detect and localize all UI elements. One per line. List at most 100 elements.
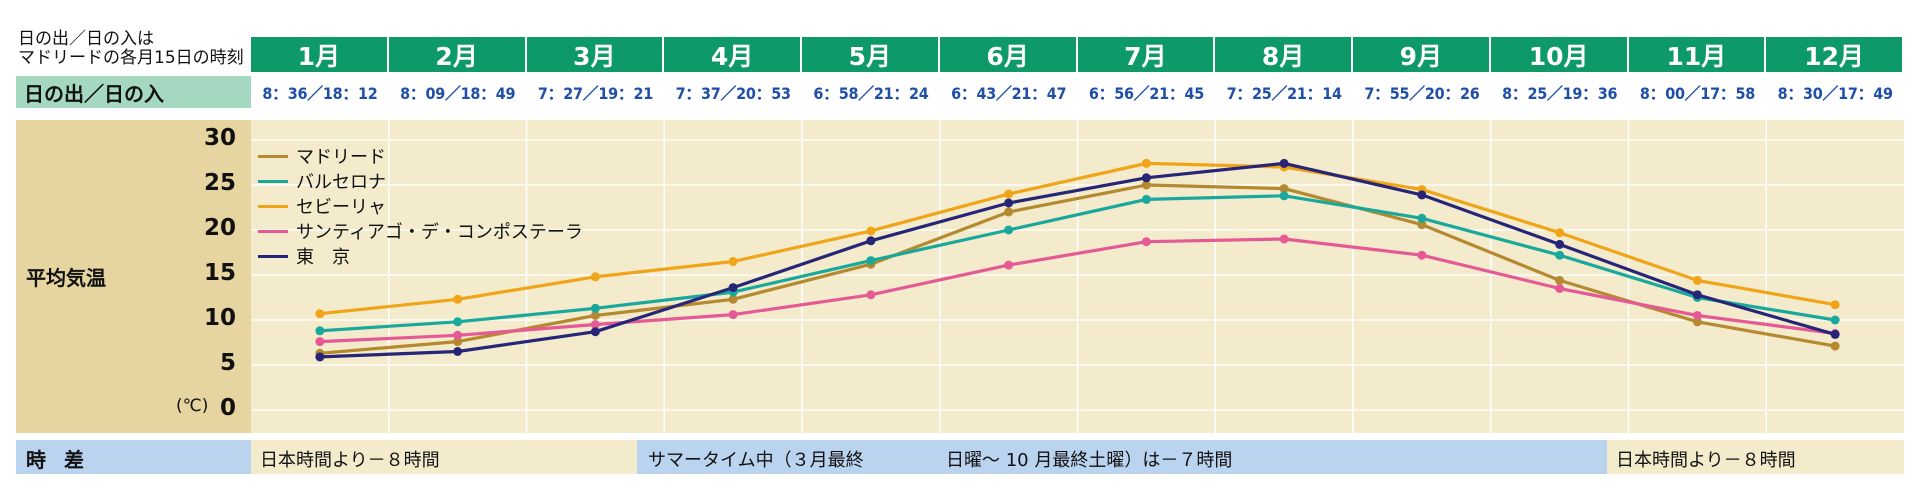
sunrise-sunset-5: 6：58／21：24 — [813, 84, 929, 103]
data-point — [1141, 180, 1151, 190]
data-point — [1555, 284, 1565, 293]
legend-label: セビーリャ — [296, 197, 386, 218]
data-point — [1004, 225, 1014, 235]
sunrise-sunset-3: 7：27／19：21 — [537, 84, 653, 103]
data-point — [1279, 234, 1289, 244]
data-point — [1417, 250, 1427, 260]
legend-item: バルセロナ — [258, 169, 386, 193]
data-point — [453, 347, 463, 356]
data-point — [1692, 275, 1702, 285]
data-point — [590, 303, 600, 313]
data-point — [1279, 184, 1289, 194]
y-tick-label: 20 — [203, 215, 236, 241]
data-point — [315, 337, 325, 347]
data-point — [453, 317, 463, 327]
legend-label: マドリード — [296, 147, 386, 168]
legend-label: サンティアゴ・デ・コンポステーラ — [296, 222, 583, 243]
sunrise-sunset-8: 7：25／21：14 — [1226, 84, 1342, 103]
data-point — [453, 337, 463, 347]
legend-swatch — [258, 254, 288, 258]
legend-item: 東 京 — [258, 244, 350, 268]
legend-label: バルセロナ — [296, 172, 386, 193]
temperature-unit: (℃) — [176, 396, 209, 416]
month-header-4: 4月 — [664, 37, 802, 72]
tz-standard-left-text: 日本時間より－８時間 — [260, 450, 440, 471]
legend-label: 東 京 — [296, 247, 350, 268]
data-point — [1141, 194, 1151, 204]
sunrise-sunset-label: 日の出／日の入 — [16, 76, 251, 108]
data-point — [1417, 220, 1427, 230]
data-point — [1830, 329, 1840, 339]
month-header-11: 11月 — [1628, 37, 1767, 72]
sunrise-sunset-9: 7：55／20：26 — [1364, 84, 1480, 103]
y-tick-label: 30 — [203, 125, 236, 151]
data-point — [728, 257, 738, 266]
sunrise-sunset-10: 8：25／19：36 — [1502, 84, 1618, 103]
month-header-2: 2月 — [388, 37, 527, 72]
data-point — [728, 294, 738, 304]
data-point — [315, 309, 325, 319]
series-line-4 — [319, 237, 1836, 344]
data-point — [1141, 158, 1151, 168]
legend-swatch — [258, 179, 288, 183]
month-header-10: 10月 — [1490, 37, 1629, 72]
sunrise-sunset-4: 7：37／20：53 — [675, 84, 791, 103]
tz-standard-left-band — [251, 440, 637, 474]
data-point — [1830, 341, 1840, 351]
month-header-6: 6月 — [939, 37, 1078, 72]
month-header-7: 7月 — [1077, 37, 1216, 72]
time-difference-label: 時差 — [26, 448, 102, 472]
data-point — [728, 283, 738, 293]
data-point — [1830, 315, 1840, 325]
y-tick-label: 15 — [203, 260, 236, 286]
data-point — [1830, 300, 1840, 310]
month-header-9: 9月 — [1353, 37, 1491, 72]
month-header-5: 5月 — [802, 37, 940, 72]
data-point — [590, 327, 600, 337]
series-line-3 — [319, 161, 1836, 316]
data-point — [1141, 173, 1151, 183]
time-difference-label-panel — [16, 440, 251, 474]
tz-summer-text-2: 日曜～ 10 月最終土曜）は－７時間 — [946, 450, 1233, 471]
data-point — [590, 320, 600, 329]
month-header-1: 1月 — [251, 37, 389, 72]
data-point — [1692, 311, 1702, 320]
data-point — [1417, 213, 1427, 223]
data-point — [1004, 207, 1014, 217]
series-line-2 — [319, 194, 1836, 333]
sunrise-sunset-12: 8：30／17：49 — [1777, 84, 1893, 103]
data-point — [1417, 190, 1427, 200]
series-line-1 — [319, 183, 1836, 355]
y-tick-label: 0 — [219, 395, 236, 421]
month-header-12: 12月 — [1766, 37, 1904, 72]
y-tick-label: 10 — [203, 305, 236, 331]
data-point — [315, 352, 325, 362]
y-tick-label: 25 — [203, 170, 236, 196]
data-point — [1004, 260, 1014, 270]
data-point — [453, 330, 463, 340]
data-point — [1141, 237, 1151, 247]
temperature-label-panel — [16, 120, 251, 433]
tz-summer-band — [637, 440, 1607, 474]
sunrise-sunset-6: 6：43／21：47 — [951, 84, 1067, 103]
data-point — [315, 326, 325, 336]
data-point — [453, 294, 463, 304]
legend-swatch — [258, 154, 288, 158]
series-line-5 — [319, 161, 1836, 359]
legend-swatch — [258, 204, 288, 208]
data-point — [590, 311, 600, 320]
data-point — [1279, 158, 1289, 168]
legend-item: セビーリャ — [258, 194, 386, 218]
temperature-label: 平均気温 — [26, 266, 106, 290]
sunrise-note-line1: 日の出／日の入は — [18, 29, 154, 49]
tz-standard-right-band — [1607, 440, 1904, 474]
data-point — [866, 256, 876, 266]
sunrise-sunset-1: 8：36／18：12 — [262, 84, 378, 103]
data-point — [1279, 191, 1289, 201]
data-point — [1555, 239, 1565, 249]
data-point — [1555, 275, 1565, 285]
data-point — [1692, 290, 1702, 300]
sunrise-note-line2: マドリードの各月15日の時刻 — [18, 48, 244, 68]
legend-swatch — [258, 229, 288, 233]
